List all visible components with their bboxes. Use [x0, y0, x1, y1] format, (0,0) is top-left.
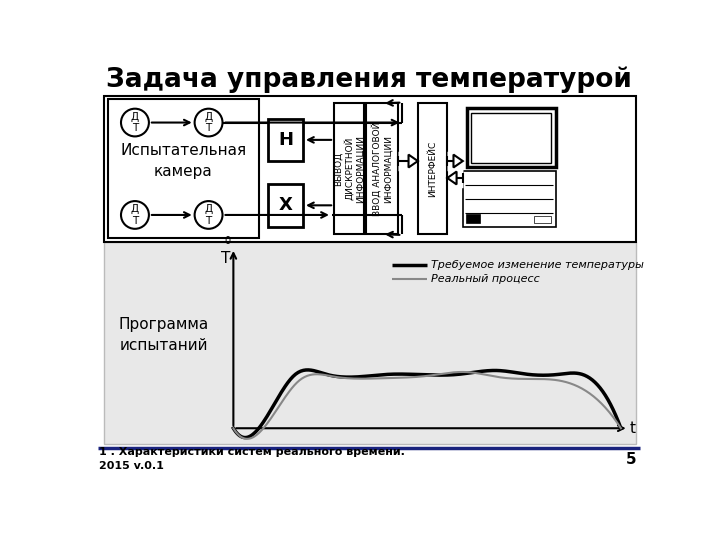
- Bar: [534, 215, 551, 224]
- Text: t: t: [629, 421, 636, 436]
- Polygon shape: [447, 172, 456, 185]
- Bar: [269, 184, 303, 226]
- Bar: [467, 108, 556, 167]
- Bar: [366, 103, 398, 234]
- Text: Испытательная
камера: Испытательная камера: [120, 143, 246, 179]
- Circle shape: [121, 109, 149, 137]
- Text: 5: 5: [626, 451, 636, 467]
- Text: ВВОД АНАЛОГОВОЙ
ИНФОРМАЦИИ: ВВОД АНАЛОГОВОЙ ИНФОРМАЦИИ: [372, 122, 392, 216]
- Text: 1 . Характеристики систем реального времени.
2015 v.0.1: 1 . Характеристики систем реального врем…: [99, 447, 405, 471]
- Text: Задача управления температурой: Задача управления температурой: [106, 67, 632, 93]
- Bar: [108, 99, 259, 238]
- Text: Н: Н: [278, 131, 293, 149]
- Bar: [463, 171, 556, 226]
- Polygon shape: [454, 154, 463, 167]
- Bar: [269, 119, 303, 161]
- Circle shape: [121, 201, 149, 229]
- Text: Д
Т: Д Т: [204, 204, 212, 226]
- Text: Программа
испытаний: Программа испытаний: [119, 317, 209, 353]
- Bar: [104, 96, 636, 242]
- Bar: [334, 103, 364, 234]
- Text: T: T: [221, 251, 230, 266]
- Bar: [472, 112, 551, 163]
- Bar: [466, 214, 480, 224]
- Text: Д
Т: Д Т: [131, 204, 139, 226]
- Text: Требуемое изменение температуры: Требуемое изменение температуры: [431, 260, 644, 270]
- Text: ВЫВОД
ДИСКРЕТНОЙ
ИНФОРМАЦИИ: ВЫВОД ДИСКРЕТНОЙ ИНФОРМАЦИИ: [333, 135, 364, 202]
- Circle shape: [194, 201, 222, 229]
- Text: 0: 0: [224, 236, 230, 246]
- Text: ИНТЕРФЕЙС: ИНТЕРФЕЙС: [428, 140, 437, 197]
- Bar: [418, 103, 447, 234]
- Text: Д
Т: Д Т: [204, 112, 212, 133]
- Text: Х: Х: [279, 197, 292, 214]
- Bar: [104, 242, 636, 444]
- Text: Реальный процесс: Реальный процесс: [431, 274, 540, 284]
- Polygon shape: [408, 154, 418, 167]
- Circle shape: [194, 109, 222, 137]
- Text: Д
Т: Д Т: [131, 112, 139, 133]
